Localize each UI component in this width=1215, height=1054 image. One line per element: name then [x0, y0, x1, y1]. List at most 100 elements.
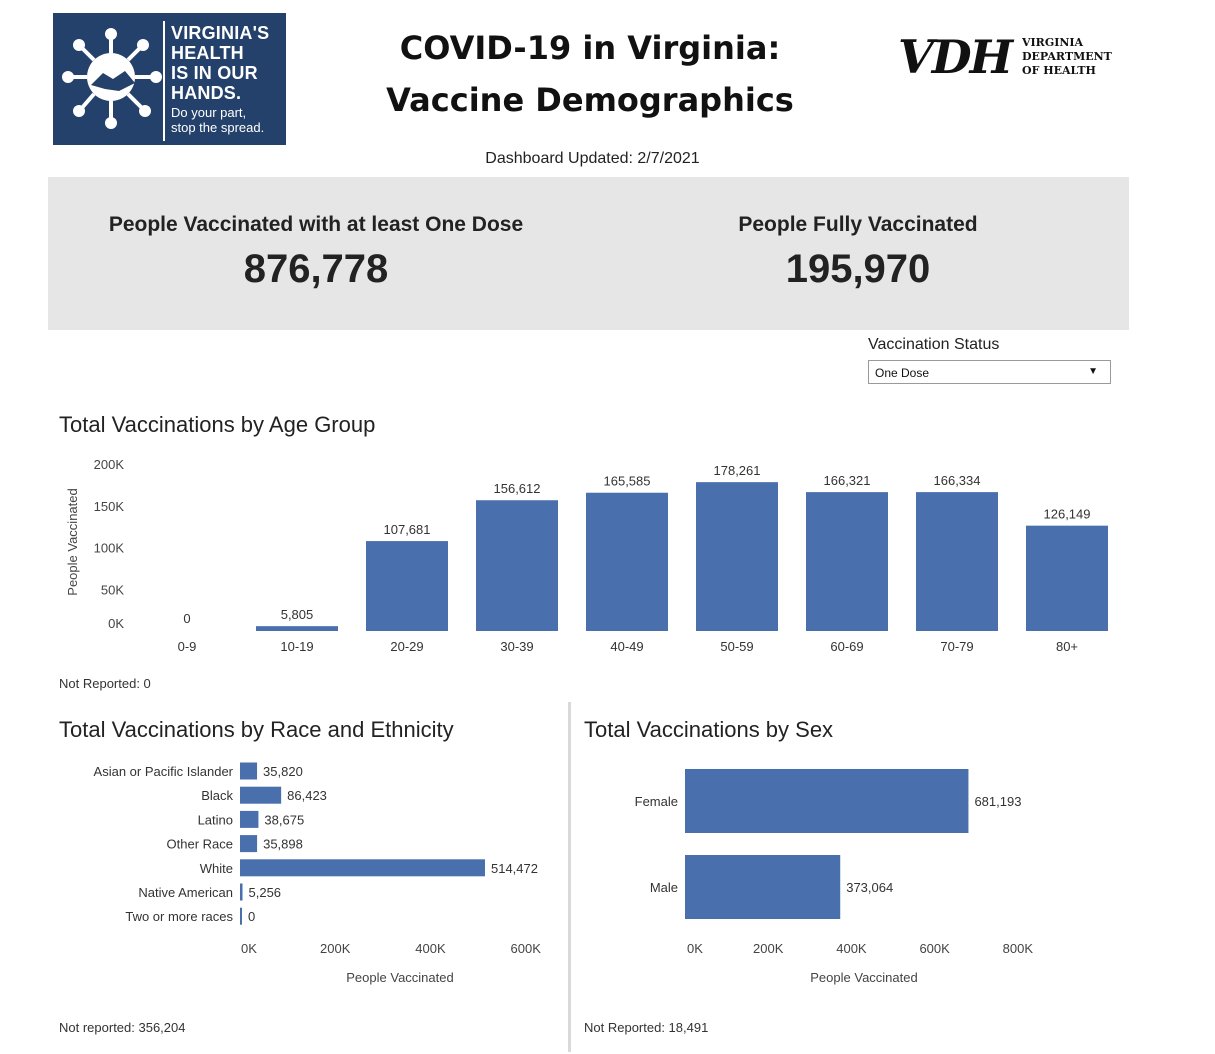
race-category-label: Native American	[138, 885, 233, 900]
logo-tagline-line: Do your part,	[171, 105, 247, 120]
age-bar-value-label: 165,585	[604, 474, 651, 489]
age-bar-value-label: 156,612	[494, 481, 541, 496]
age-bar-value-label: 126,149	[1044, 507, 1091, 522]
logo-divider	[163, 21, 165, 141]
sex-bar-value-label: 373,064	[846, 880, 893, 895]
vdh-logo-word: OF HEALTH	[1022, 64, 1096, 77]
age-category-label: 10-19	[280, 639, 313, 654]
kpi-panel: People Vaccinated with at least One Dose…	[48, 177, 1129, 330]
race-bar	[240, 859, 485, 877]
section-divider	[568, 702, 571, 1052]
vdh-logo-word: DEPARTMENT	[1022, 50, 1112, 63]
age-category-label: 70-79	[940, 639, 973, 654]
fully-vaccinated-label: People Fully Vaccinated	[738, 213, 978, 236]
sex-chart: Female 681,193 Male 373,064 0K 200K 400K 600K 80…	[635, 769, 1034, 985]
race-bar	[240, 762, 258, 780]
y-tick-label: 200K	[94, 457, 125, 472]
x-tick-label: 400K	[836, 941, 867, 956]
sex-category-label: Male	[650, 880, 678, 895]
age-category-label: 40-49	[610, 639, 643, 654]
vaccination-status-dropdown[interactable]: One Dose ▼	[868, 360, 1111, 384]
race-category-label: Black	[201, 788, 233, 803]
logo-line: HEALTH	[171, 43, 244, 63]
x-tick-label: 200K	[753, 941, 784, 956]
age-category-label: 30-39	[500, 639, 533, 654]
virus-hands-icon	[62, 28, 162, 129]
logo-tagline: Do your part, stop the spread.	[171, 105, 264, 135]
vaccination-status-selected: One Dose	[875, 366, 930, 380]
race-bar-value-label: 35,898	[263, 837, 303, 852]
x-tick-label: 800K	[1003, 941, 1034, 956]
age-bar	[916, 492, 998, 631]
age-category-label: 50-59	[720, 639, 753, 654]
fully-vaccinated-value: 195,970	[785, 247, 931, 291]
one-dose-label: People Vaccinated with at least One Dose	[108, 213, 524, 236]
race-bar	[240, 835, 258, 853]
race-bar-value-label: 35,820	[263, 764, 303, 779]
race-ethnicity-chart: Asian or Pacific Islander 35,820 Black 86,4…	[94, 762, 542, 985]
x-tick-label: 600K	[919, 941, 950, 956]
x-tick-label: 400K	[415, 941, 446, 956]
logo-tagline-line: stop the spread.	[171, 120, 265, 135]
age-bar-value-label: 166,334	[934, 473, 981, 488]
page-title: COVID-19 in Virginia: Vaccine Demographi…	[360, 22, 820, 126]
y-tick-label: 100K	[94, 541, 125, 556]
race-bar	[240, 883, 243, 901]
vdh-logo-mark: VDH	[898, 30, 1013, 84]
age-bar	[366, 541, 448, 631]
age-not-reported-note: Not Reported: 0	[59, 676, 151, 691]
vdh-logo-words: VIRGINIA DEPARTMENT OF HEALTH	[1022, 36, 1112, 78]
age-bar	[696, 482, 778, 631]
race-category-label: White	[200, 861, 233, 876]
age-category-label: 80+	[1056, 639, 1078, 654]
y-tick-label: 0K	[108, 616, 124, 631]
x-tick-label: 600K	[511, 941, 542, 956]
age-bar-value-label: 166,321	[824, 473, 871, 488]
age-bar	[806, 492, 888, 631]
age-bar	[1026, 525, 1108, 631]
race-bar-value-label: 86,423	[287, 788, 327, 803]
sex-category-label: Female	[635, 794, 678, 809]
age-bar	[586, 492, 668, 631]
race-bar-value-label: 0	[248, 909, 255, 924]
race-chart-title: Total Vaccinations by Race and Ethnicity	[59, 717, 454, 742]
x-axis-label: People Vaccinated	[810, 970, 917, 985]
x-tick-label: 0K	[687, 941, 703, 956]
dashboard-updated-date: Dashboard Updated: 2/7/2021	[485, 150, 700, 167]
sex-chart-title: Total Vaccinations by Sex	[584, 717, 834, 742]
caret-down-icon: ▼	[1088, 366, 1098, 377]
age-category-label: 20-29	[390, 639, 423, 654]
vaccination-status-label: Vaccination Status	[868, 336, 1000, 353]
sex-bar-value-label: 681,193	[974, 794, 1021, 809]
race-not-reported-note: Not reported: 356,204	[59, 1020, 186, 1035]
y-tick-label: 50K	[101, 582, 124, 597]
vdh-logo-word: VIRGINIA	[1022, 36, 1084, 49]
vdh-logo: VDH VIRGINIA DEPARTMENT OF HEALTH	[898, 32, 1113, 84]
y-tick-label: 150K	[94, 499, 125, 514]
race-bar-value-label: 5,256	[249, 885, 282, 900]
age-bar	[256, 626, 338, 631]
age-category-label: 60-69	[830, 639, 863, 654]
sex-not-reported-note: Not Reported: 18,491	[584, 1020, 709, 1035]
x-tick-label: 200K	[320, 941, 351, 956]
age-bar	[476, 500, 558, 631]
age-group-chart: 0K 50K 100K 150K 200K People Vaccinated 0 0-9 5,…	[65, 457, 1108, 654]
age-bar-value-label: 107,681	[384, 522, 431, 537]
sex-bar	[685, 769, 969, 833]
logo-slogan: VIRGINIA'S HEALTH IS IN OUR HANDS.	[171, 23, 269, 103]
race-bar	[240, 786, 282, 804]
one-dose-value: 876,778	[243, 247, 389, 291]
race-category-label: Latino	[198, 812, 233, 827]
x-axis-label: People Vaccinated	[346, 970, 453, 985]
race-bar	[240, 907, 242, 925]
race-bar-value-label: 38,675	[264, 812, 304, 827]
page-title-line1: COVID-19 in Virginia:	[399, 29, 781, 67]
sex-bar	[685, 855, 841, 919]
virginia-hands-logo: VIRGINIA'S HEALTH IS IN OUR HANDS. Do yo…	[53, 13, 286, 145]
logo-line: HANDS.	[171, 83, 242, 103]
age-chart-title: Total Vaccinations by Age Group	[59, 412, 376, 437]
race-category-label: Asian or Pacific Islander	[94, 764, 234, 779]
x-tick-label: 0K	[241, 941, 257, 956]
race-bar-value-label: 514,472	[491, 861, 538, 876]
y-axis-label: People Vaccinated	[65, 488, 80, 595]
